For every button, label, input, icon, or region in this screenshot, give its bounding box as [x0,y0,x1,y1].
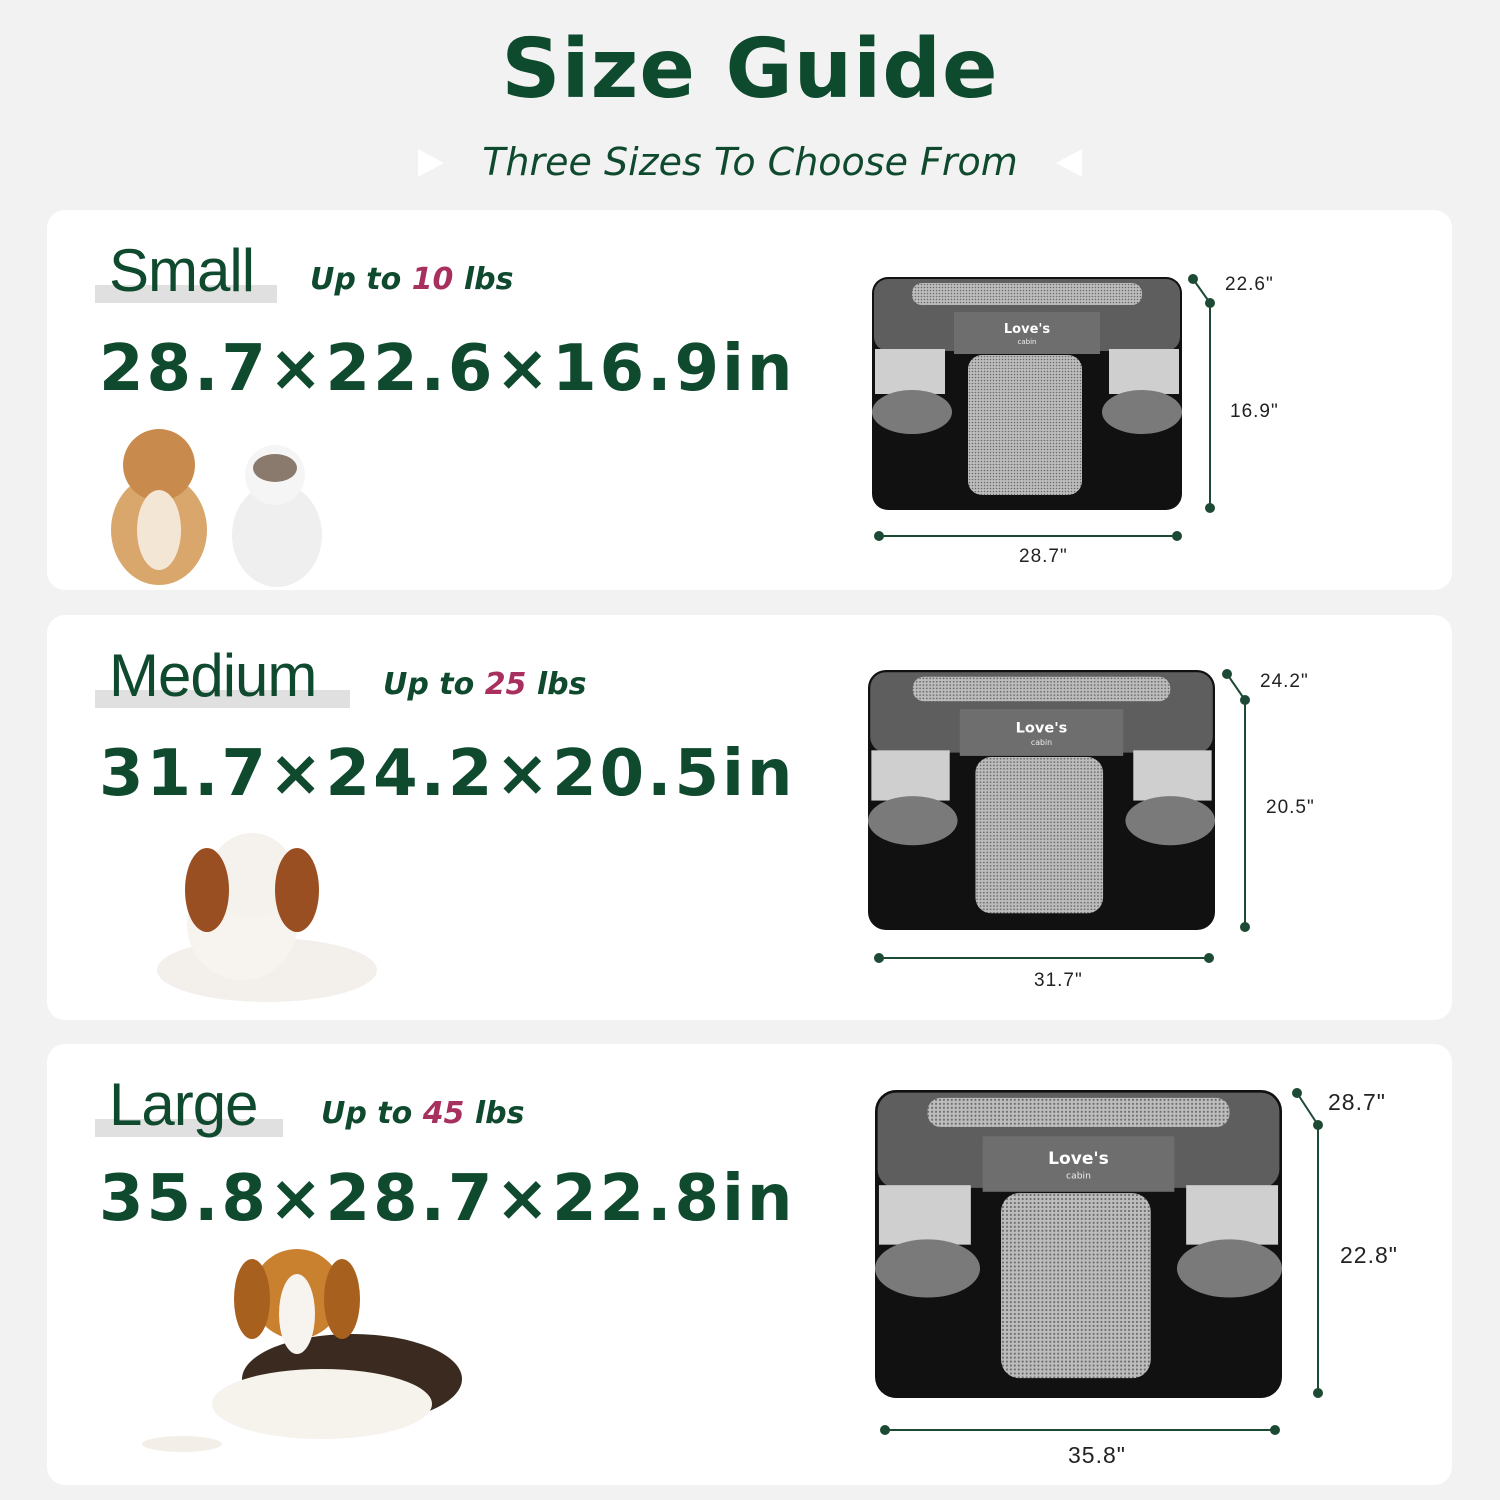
playpen-image: Love's cabin [875,1090,1282,1398]
svg-text:cabin: cabin [1031,738,1052,747]
dimensions: 35.8×28.7×22.8in [99,1162,796,1236]
weight-limit: Up to 25 lbs [383,667,587,702]
pet-image-beagle [142,1249,462,1452]
height-label: 22.8" [1340,1242,1398,1268]
height-label: 20.5" [1266,797,1315,818]
depth-label: 28.7" [1328,1089,1386,1115]
width-label: 28.7" [1019,546,1068,567]
dimension-lines [880,1088,1323,1435]
svg-text:Love's: Love's [1004,322,1050,337]
weight-limit: Up to 45 lbs [321,1096,525,1131]
size-name: Medium [109,642,317,709]
dimension-lines [874,669,1250,963]
triangle-left-icon [1056,149,1082,177]
weight-value: 10 [411,262,454,297]
weight-value: 45 [422,1096,465,1131]
svg-text:Love's: Love's [1048,1149,1109,1169]
playpen-image: Love's cabin [872,277,1182,510]
svg-text:cabin: cabin [1018,338,1037,346]
weight-prefix: Up to [321,1096,413,1131]
width-label: 31.7" [1034,970,1083,991]
size-card-medium: Medium Up to 25 lbs 31.7×24.2×20.5in 31.… [47,615,1452,1020]
size-name: Large [109,1071,258,1138]
weight-unit: lbs [536,667,587,702]
size-card-small: Small Up to 10 lbs 28.7×22.6×16.9in 28.7… [47,210,1452,590]
page-subtitle: Three Sizes To Choose From [482,140,1018,184]
page-title: Size Guide [501,22,999,117]
title-highlight [95,285,277,303]
playpen-image: Love's cabin [868,670,1215,930]
pet-image-small-dog-cat [111,429,322,587]
dimensions: 31.7×24.2×20.5in [99,737,796,811]
svg-text:Love's: Love's [1016,721,1068,737]
weight-prefix: Up to [383,667,475,702]
size-name: Small [109,237,255,304]
title-highlight [95,1119,283,1137]
depth-label: 24.2" [1260,671,1309,692]
triangle-right-icon [418,149,444,177]
weight-unit: lbs [474,1096,525,1131]
weight-unit: lbs [463,262,514,297]
svg-text:cabin: cabin [1066,1171,1091,1182]
depth-label: 22.6" [1225,274,1274,295]
pet-image-spaniel [157,833,377,1002]
width-label: 35.8" [1068,1442,1126,1468]
title-highlight [95,690,350,708]
size-card-large: Large Up to 45 lbs 35.8×28.7×22.8in 35.8… [47,1044,1452,1485]
dimension-lines [874,274,1215,541]
height-label: 16.9" [1230,401,1279,422]
weight-limit: Up to 10 lbs [310,262,514,297]
weight-value: 25 [484,667,527,702]
dimensions: 28.7×22.6×16.9in [99,332,796,406]
weight-prefix: Up to [310,262,402,297]
